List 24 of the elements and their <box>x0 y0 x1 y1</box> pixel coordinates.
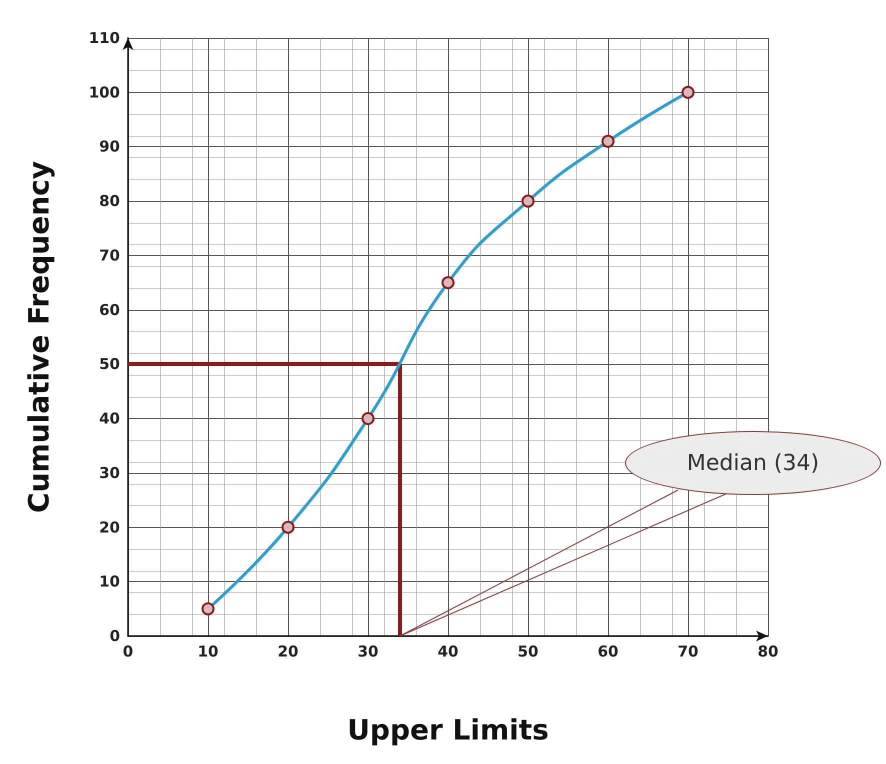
x-axis-title: Upper Limits <box>347 714 549 746</box>
callout-bubble: Median (34) <box>625 431 881 495</box>
y-tick-label: 50 <box>99 355 120 374</box>
y-tick-label: 110 <box>88 29 120 47</box>
y-axis-title: Cumulative Frequency <box>22 161 56 513</box>
x-tick-label: 80 <box>758 642 778 660</box>
y-tick-label: 100 <box>88 83 120 102</box>
x-tick-label: 40 <box>438 642 458 660</box>
x-tick-label: 70 <box>678 642 698 660</box>
y-tick-label: 70 <box>99 246 120 264</box>
y-tick-label: 20 <box>99 518 120 536</box>
y-tick-label: 60 <box>99 300 120 319</box>
x-tick-label: 10 <box>198 642 218 660</box>
x-tick-label: 50 <box>518 642 538 660</box>
y-tick-label: 10 <box>99 572 120 591</box>
y-tick-label: 80 <box>99 192 120 210</box>
y-tick-label: 90 <box>99 138 120 156</box>
y-tick-label: 40 <box>99 410 120 428</box>
x-tick-label: 0 <box>122 642 134 660</box>
x-tick-label: 30 <box>358 642 378 660</box>
x-tick-label: 20 <box>278 642 298 660</box>
x-tick-label: 60 <box>598 642 618 660</box>
y-tick-label: 30 <box>99 464 120 482</box>
y-tick-label: 0 <box>110 627 120 645</box>
